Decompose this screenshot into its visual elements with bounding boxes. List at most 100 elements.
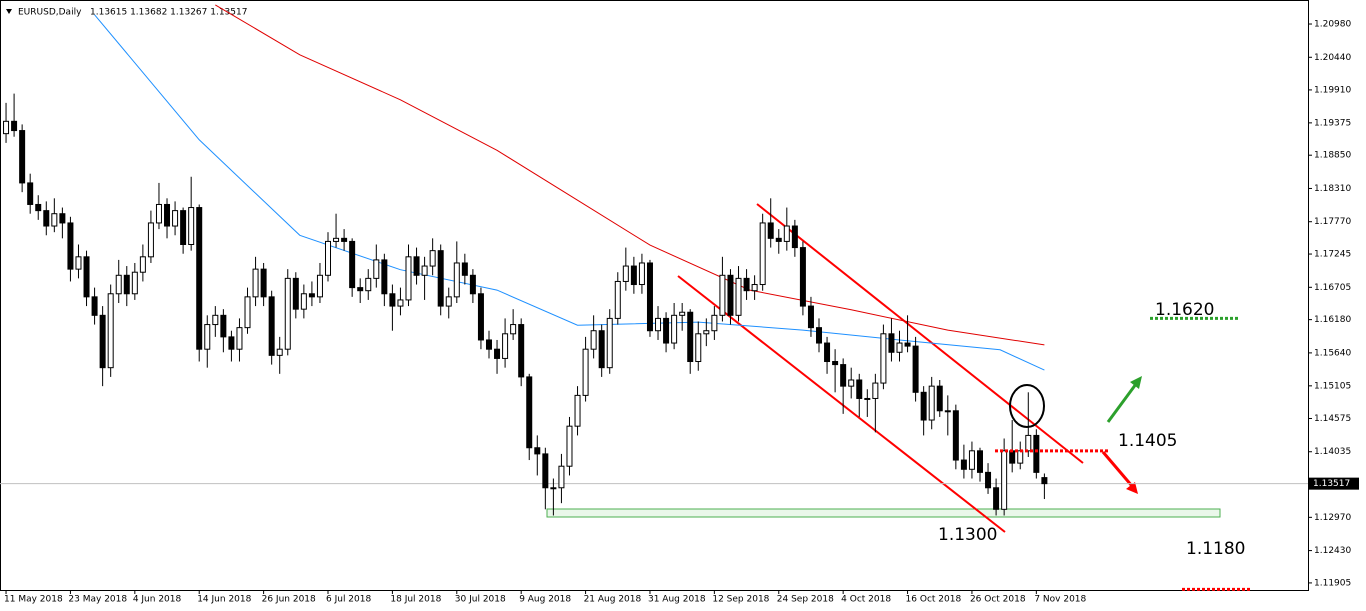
candle-body: [429, 250, 436, 267]
candle-body: [510, 324, 517, 335]
candle-body: [477, 293, 484, 341]
x-tick-label: 9 Aug 2018: [519, 595, 571, 605]
candle-body: [799, 247, 806, 307]
candle-body: [365, 277, 372, 292]
candle-body: [791, 225, 798, 249]
candle-body: [3, 120, 10, 135]
candle-body: [598, 330, 605, 369]
candle-body: [333, 237, 340, 242]
candle-body: [357, 287, 364, 292]
candle-body: [832, 361, 839, 366]
candle-body: [727, 274, 734, 316]
candle-body: [1033, 434, 1040, 473]
candle-body: [341, 237, 348, 242]
candle-body: [663, 317, 670, 344]
candle-body: [695, 333, 702, 363]
y-tick-label: 1.15105: [1314, 381, 1351, 391]
x-tick-label: 12 Sep 2018: [712, 595, 769, 605]
candle-body: [437, 250, 444, 307]
y-tick-label: 1.17245: [1314, 250, 1351, 260]
y-tick-label: 1.18310: [1314, 184, 1351, 194]
candle-body: [679, 311, 686, 316]
annotation-label: 1.1405: [1118, 431, 1177, 451]
candle-body: [123, 274, 130, 295]
candle-body: [381, 259, 388, 295]
x-tick-label: 30 Jul 2018: [455, 595, 506, 605]
y-tick-label: 1.20440: [1314, 53, 1351, 63]
candle-body: [638, 262, 645, 286]
y-tick-label: 1.16180: [1314, 315, 1351, 325]
y-tick-label: 1.15640: [1314, 348, 1351, 358]
candle-body: [1009, 450, 1016, 464]
y-tick-label: 1.14575: [1314, 414, 1351, 424]
candle-body: [469, 274, 476, 295]
candle-body: [558, 465, 565, 489]
candle-body: [397, 299, 404, 307]
candle-body: [260, 268, 267, 298]
candle-body: [582, 348, 589, 396]
candle-body: [453, 262, 460, 298]
candle-body: [244, 296, 251, 329]
candle-body: [11, 120, 18, 132]
candle-body: [180, 210, 187, 245]
candle-body: [421, 265, 428, 276]
arrow-up: [1106, 376, 1142, 423]
moving-average: [94, 14, 1045, 371]
candle-body: [751, 284, 758, 292]
candle-body: [268, 296, 275, 356]
candle-body: [574, 394, 581, 427]
annotation-label: 1.1180: [1186, 539, 1245, 559]
x-tick-label: 16 Oct 2018: [906, 595, 962, 605]
candle-body: [872, 382, 879, 399]
menu-triangle: [6, 9, 12, 14]
symbol-title: EURUSD,Daily: [18, 8, 82, 18]
candle-body: [816, 327, 823, 344]
candle-body: [75, 256, 82, 270]
moving-average: [215, 4, 1045, 346]
current-price-box: [1309, 477, 1359, 490]
candle-body: [711, 314, 718, 332]
x-tick-label: 31 Aug 2018: [648, 595, 706, 605]
y-tick-label: 1.19375: [1314, 118, 1351, 128]
candle-body: [703, 330, 710, 335]
candle-body: [743, 277, 750, 292]
candle-body: [864, 397, 871, 400]
candle-body: [614, 280, 621, 319]
candle-body: [985, 471, 992, 489]
candle-body: [83, 256, 90, 298]
candle-body: [824, 342, 831, 363]
candle-body: [276, 348, 283, 356]
candle-body: [325, 240, 332, 276]
candle-body: [91, 296, 98, 316]
candle-body: [204, 324, 211, 350]
x-tick-label: 14 Jun 2018: [197, 595, 251, 605]
candle-body: [1041, 477, 1048, 485]
candle-body: [485, 339, 492, 350]
candle-body: [952, 410, 959, 461]
candle-body: [27, 182, 34, 205]
candle-body: [292, 277, 299, 310]
candle-body: [389, 293, 396, 307]
candle-body: [155, 203, 162, 224]
annotation-label: 1.1300: [938, 525, 997, 545]
x-tick-label: 4 Jun 2018: [133, 595, 182, 605]
x-tick-label: 11 May 2018: [4, 595, 63, 605]
candle-body: [848, 379, 855, 387]
x-tick-label: 21 Aug 2018: [584, 595, 642, 605]
candle-body: [1025, 434, 1032, 452]
candle-body: [445, 296, 452, 307]
y-tick-label: 1.20980: [1314, 20, 1351, 30]
candle-body: [759, 222, 766, 286]
candle-body: [212, 314, 219, 326]
candle-body: [115, 274, 122, 295]
x-tick-label: 26 Jun 2018: [262, 595, 316, 605]
candle-body: [993, 487, 1000, 510]
candle-body: [188, 207, 195, 245]
candle-body: [896, 342, 903, 353]
candle-body: [840, 364, 847, 387]
y-tick-label: 1.16705: [1314, 283, 1351, 293]
x-tick-label: 7 Nov 2018: [1034, 595, 1086, 605]
candle-body: [775, 237, 782, 242]
candle-body: [526, 376, 533, 449]
ohlc-values: 1.13615 1.13682 1.13267 1.13517: [90, 8, 247, 18]
